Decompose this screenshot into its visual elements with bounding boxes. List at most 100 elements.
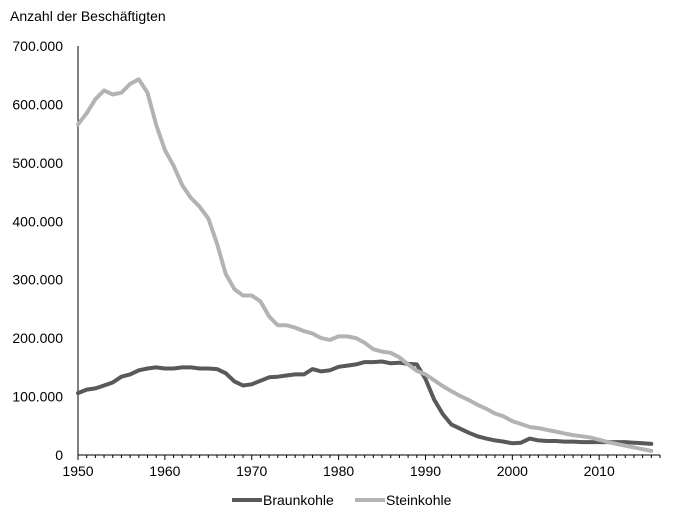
y-tick-label: 100.000 — [12, 389, 63, 405]
data-point-steinkohle — [580, 434, 584, 438]
data-point-steinkohle — [493, 412, 497, 416]
data-point-braunkohle — [345, 364, 349, 368]
data-point-braunkohle — [93, 386, 97, 390]
data-point-steinkohle — [180, 183, 184, 187]
data-point-steinkohle — [258, 299, 262, 303]
data-point-braunkohle — [641, 441, 645, 445]
data-point-steinkohle — [111, 92, 115, 96]
data-point-braunkohle — [250, 382, 254, 386]
data-point-braunkohle — [258, 379, 262, 383]
data-point-steinkohle — [432, 378, 436, 382]
data-point-braunkohle — [311, 367, 315, 371]
data-point-braunkohle — [397, 361, 401, 365]
data-point-steinkohle — [93, 97, 97, 101]
data-point-braunkohle — [536, 438, 540, 442]
data-point-steinkohle — [267, 315, 271, 319]
data-point-steinkohle — [215, 241, 219, 245]
data-point-steinkohle — [519, 422, 523, 426]
data-point-steinkohle — [363, 341, 367, 345]
data-point-braunkohle — [293, 372, 297, 376]
data-point-braunkohle — [423, 377, 427, 381]
y-tick-label: 0 — [55, 447, 63, 463]
x-tick-label: 2010 — [584, 463, 615, 479]
data-point-steinkohle — [389, 351, 393, 355]
data-point-steinkohle — [128, 82, 132, 86]
data-point-braunkohle — [510, 441, 514, 445]
y-axis-label: Anzahl der Beschäftigten — [10, 8, 166, 24]
data-point-braunkohle — [519, 441, 523, 445]
y-tick-label: 300.000 — [12, 272, 63, 288]
data-point-braunkohle — [580, 440, 584, 444]
data-point-steinkohle — [76, 122, 80, 126]
data-point-steinkohle — [319, 336, 323, 340]
data-point-steinkohle — [241, 293, 245, 297]
data-point-steinkohle — [545, 428, 549, 432]
data-point-steinkohle — [458, 394, 462, 398]
data-point-braunkohle — [493, 438, 497, 442]
data-point-braunkohle — [328, 368, 332, 372]
data-point-steinkohle — [536, 426, 540, 430]
data-point-steinkohle — [502, 414, 506, 418]
data-point-steinkohle — [632, 445, 636, 449]
data-point-steinkohle — [562, 431, 566, 435]
data-point-braunkohle — [450, 423, 454, 427]
data-point-steinkohle — [137, 77, 141, 81]
data-point-braunkohle — [476, 434, 480, 438]
data-point-steinkohle — [589, 435, 593, 439]
data-point-braunkohle — [389, 361, 393, 365]
data-point-braunkohle — [632, 441, 636, 445]
legend-label: Steinkohle — [386, 492, 452, 508]
x-tick-label: 1960 — [149, 463, 180, 479]
data-point-braunkohle — [649, 442, 653, 446]
x-tick-label: 1970 — [236, 463, 267, 479]
data-point-steinkohle — [337, 334, 341, 338]
data-point-steinkohle — [406, 362, 410, 366]
data-point-steinkohle — [371, 347, 375, 351]
y-tick-label: 600.000 — [12, 96, 63, 112]
data-point-steinkohle — [554, 430, 558, 434]
data-point-steinkohle — [571, 433, 575, 437]
data-point-steinkohle — [641, 447, 645, 451]
data-point-steinkohle — [467, 398, 471, 402]
data-point-braunkohle — [145, 367, 149, 371]
data-point-braunkohle — [502, 440, 506, 444]
data-point-braunkohle — [623, 440, 627, 444]
data-point-steinkohle — [302, 329, 306, 333]
data-point-steinkohle — [606, 440, 610, 444]
data-point-steinkohle — [119, 91, 123, 95]
data-point-braunkohle — [76, 391, 80, 395]
data-point-braunkohle — [589, 440, 593, 444]
data-point-steinkohle — [510, 419, 514, 423]
data-point-braunkohle — [206, 367, 210, 371]
data-point-steinkohle — [198, 205, 202, 209]
data-point-steinkohle — [102, 88, 106, 92]
data-point-braunkohle — [189, 365, 193, 369]
data-point-steinkohle — [423, 372, 427, 376]
x-tick-label: 1990 — [410, 463, 441, 479]
data-point-braunkohle — [180, 365, 184, 369]
data-point-braunkohle — [85, 388, 89, 392]
data-point-steinkohle — [163, 148, 167, 152]
data-point-braunkohle — [215, 367, 219, 371]
data-point-steinkohle — [597, 438, 601, 442]
data-point-steinkohle — [345, 334, 349, 338]
data-point-braunkohle — [415, 362, 419, 366]
data-point-braunkohle — [111, 381, 115, 385]
series-lines — [76, 77, 654, 453]
data-point-braunkohle — [276, 375, 280, 379]
data-point-steinkohle — [354, 336, 358, 340]
data-point-steinkohle — [380, 350, 384, 354]
legend-label: Braunkohle — [263, 492, 334, 508]
data-point-braunkohle — [284, 374, 288, 378]
data-point-steinkohle — [232, 287, 236, 291]
data-point-steinkohle — [328, 338, 332, 342]
data-point-steinkohle — [145, 91, 149, 95]
y-tick-label: 400.000 — [12, 213, 63, 229]
data-point-steinkohle — [528, 425, 532, 429]
data-point-steinkohle — [154, 123, 158, 127]
data-point-braunkohle — [241, 383, 245, 387]
data-point-braunkohle — [363, 360, 367, 364]
data-point-braunkohle — [528, 437, 532, 441]
data-point-steinkohle — [206, 216, 210, 220]
